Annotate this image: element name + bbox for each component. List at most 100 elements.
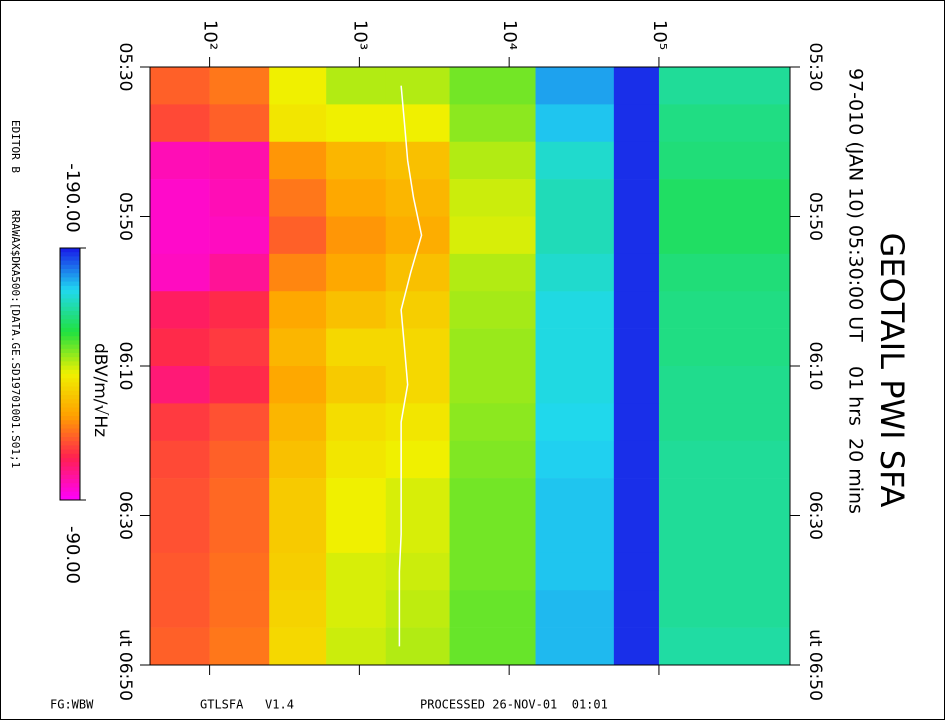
cell [449, 590, 536, 628]
y-tick-label: 05:30 [115, 43, 135, 92]
cell [613, 216, 660, 255]
x-tick-label: 10⁵ [649, 20, 670, 50]
cell [209, 67, 270, 105]
cell [209, 515, 270, 554]
cell [209, 552, 270, 591]
colorbar-step [60, 348, 80, 354]
cell [613, 253, 660, 292]
cell [326, 366, 387, 404]
cell [385, 291, 450, 329]
cell [150, 253, 210, 292]
colorbar-step [60, 264, 80, 270]
cell [269, 253, 327, 292]
cell [613, 179, 660, 217]
colorbar-step [60, 487, 80, 493]
cell [209, 366, 270, 404]
cell [658, 216, 791, 255]
cell [326, 104, 387, 143]
cell [385, 478, 450, 516]
cell [449, 478, 536, 516]
cell [326, 179, 387, 217]
cell [209, 253, 270, 292]
cell [150, 552, 210, 591]
cell [658, 291, 791, 329]
cell [385, 627, 450, 666]
footer-text: GTLSFA V1.4 [200, 698, 294, 712]
colorbar-step [60, 474, 80, 480]
x-tick-label: 10³ [349, 20, 370, 50]
colorbar-step [60, 395, 80, 400]
cell [326, 253, 387, 292]
cell [658, 552, 791, 591]
cell [326, 67, 387, 105]
cell [535, 478, 615, 516]
cell [658, 403, 791, 442]
cell [385, 403, 450, 442]
colorbar-step [60, 357, 80, 362]
cell [150, 478, 210, 516]
cell [449, 366, 536, 404]
colorbar-tick-label: -190.00 [62, 163, 83, 232]
cell [535, 253, 615, 292]
editor: EDITOR B [9, 120, 22, 173]
cell [613, 440, 660, 479]
cell [613, 552, 660, 591]
colorbar-step [60, 403, 80, 409]
colorbar-step [60, 332, 80, 337]
cell [613, 291, 660, 329]
cell [269, 216, 327, 255]
cell [209, 440, 270, 479]
cell [535, 291, 615, 329]
chart-title: GEOTAIL PWI SFA [873, 233, 911, 508]
cell [150, 67, 210, 105]
cell [269, 328, 327, 367]
y-tick-label: 05:50 [805, 192, 825, 241]
colorbar-step [60, 319, 80, 325]
colorbar-step [60, 323, 80, 329]
colorbar-step [60, 378, 80, 383]
y-tick-label: 06:30 [115, 491, 135, 540]
cell [326, 328, 387, 367]
cell [209, 403, 270, 442]
cell [385, 104, 450, 143]
colorbar-step [60, 256, 80, 262]
cutoff-line [398, 85, 423, 647]
cell [269, 590, 327, 628]
cell [613, 590, 660, 628]
cell [326, 552, 387, 591]
cell [658, 253, 791, 292]
colorbar-step [60, 365, 80, 371]
colorbar-step [60, 277, 80, 283]
cell [613, 366, 660, 404]
cell [209, 104, 270, 143]
cell [449, 440, 536, 479]
cell [535, 216, 615, 255]
cell [269, 403, 327, 442]
cell [658, 366, 791, 404]
y-tick-label: 05:30 [805, 43, 825, 92]
chart-subtitle: 97-010 (JAN 10) 05:30:00 UT 01 hrs 20 mi… [845, 68, 867, 514]
y-tick-label: 06:10 [805, 342, 825, 391]
y-tick-label: ut 06:50 [115, 629, 135, 701]
colorbar-step [60, 281, 80, 287]
colorbar-step [60, 252, 80, 257]
colorbar-step [60, 248, 80, 253]
cell [269, 440, 327, 479]
colorbar-step [60, 441, 80, 446]
cell [385, 253, 450, 292]
cell [385, 440, 450, 479]
footer-text: PROCESSED 26-NOV-01 01:01 [420, 698, 608, 712]
cell [535, 552, 615, 591]
cell [449, 627, 536, 666]
colorbar-step [60, 294, 80, 299]
colorbar-step [60, 470, 80, 476]
cell [449, 253, 536, 292]
cell [150, 179, 210, 217]
cell [613, 67, 660, 105]
cell [658, 440, 791, 479]
colorbar-step [60, 479, 80, 484]
cell [269, 515, 327, 554]
cell [385, 590, 450, 628]
cell [150, 216, 210, 255]
y-tick-label: 06:10 [115, 342, 135, 391]
